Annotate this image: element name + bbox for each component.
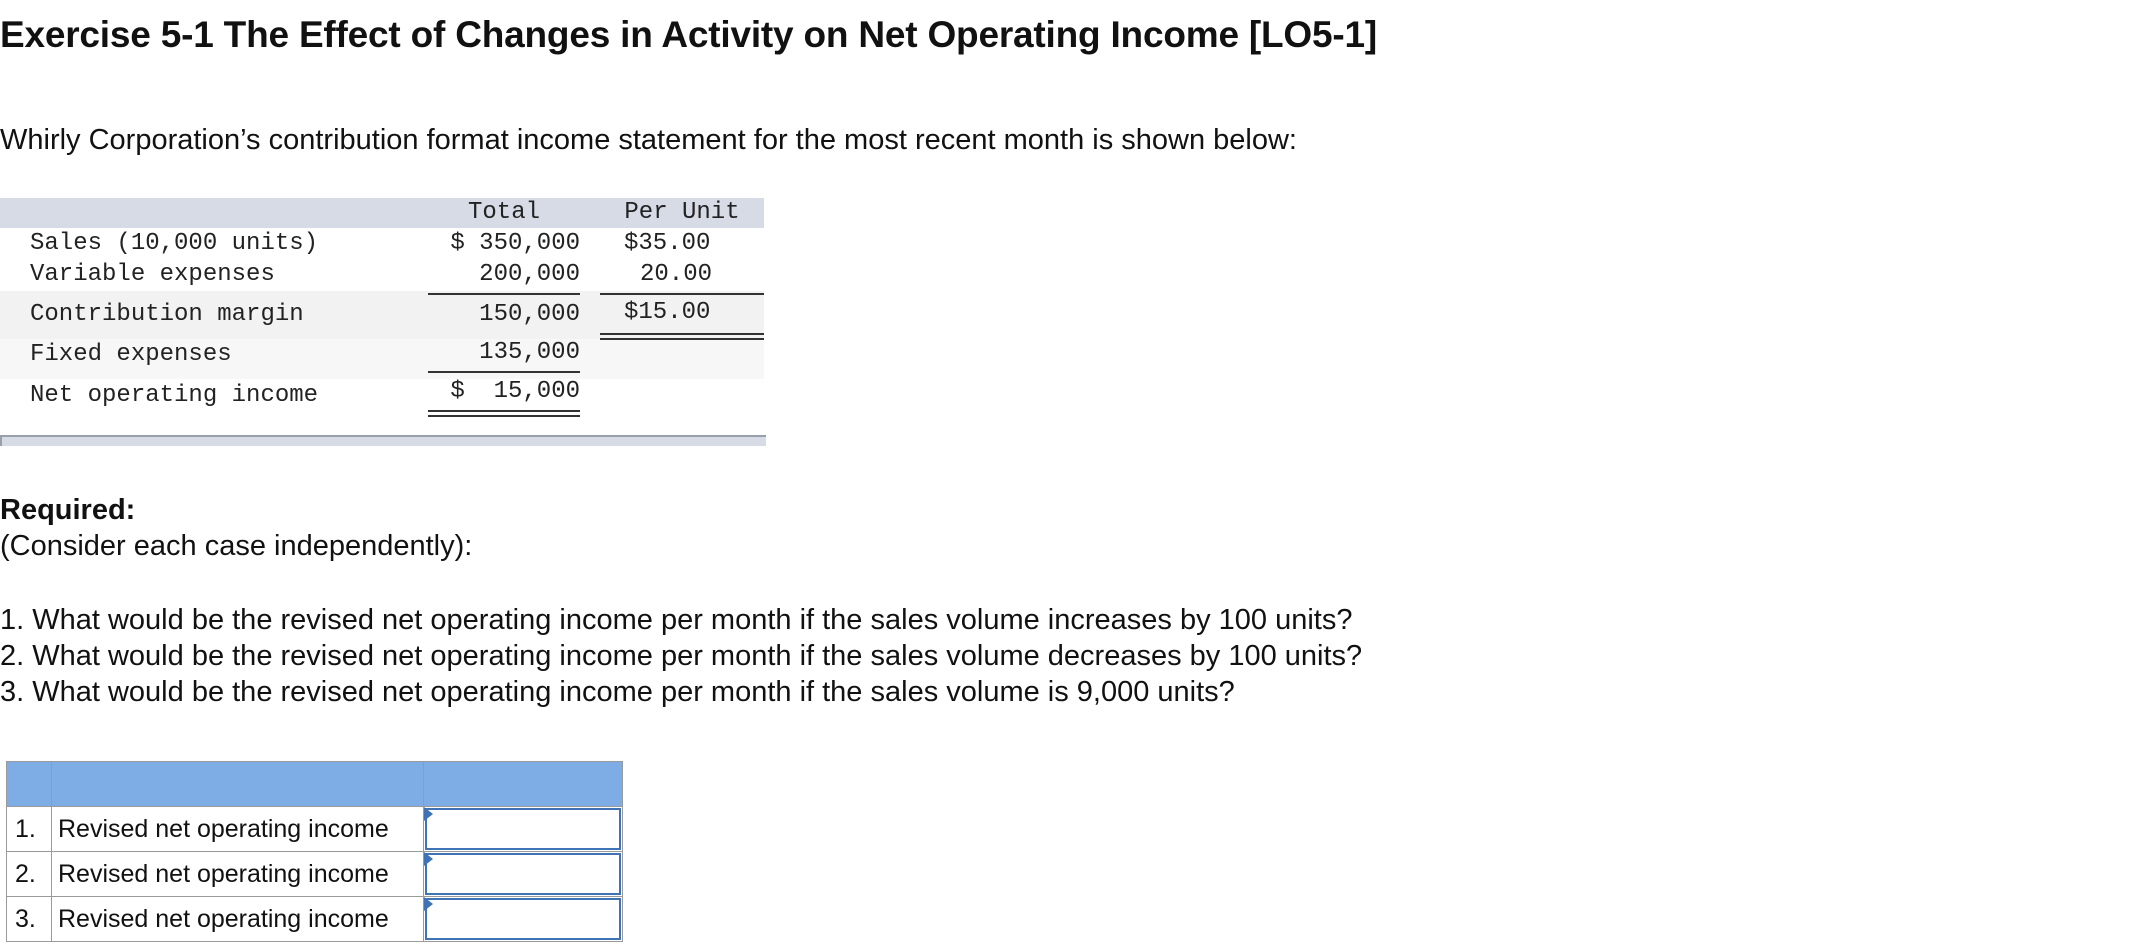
- answer-row-label: Revised net operating income: [51, 851, 424, 897]
- answer-header-cell: [51, 761, 424, 807]
- answer-row: 2. Revised net operating income: [6, 851, 623, 897]
- answer-row-label: Revised net operating income: [51, 806, 424, 852]
- sales-per-unit: $35.00: [624, 230, 711, 257]
- exercise-title: Exercise 5-1 The Effect of Changes in Ac…: [0, 14, 1377, 55]
- answer-table: 1. Revised net operating income 2. Revis…: [6, 761, 623, 942]
- answer-input-cell: [423, 806, 623, 852]
- net-operating-income-label: Net operating income: [30, 382, 319, 409]
- total-underline: [428, 293, 580, 295]
- answer-input-cell: [423, 896, 623, 942]
- contribution-margin-total: 150,000: [479, 301, 580, 328]
- total-double-underline: [428, 410, 580, 417]
- required-heading: Required:: [0, 494, 136, 526]
- intro-text: Whirly Corporation’s contribution format…: [0, 124, 1297, 156]
- contribution-margin-per-unit: $15.00: [624, 299, 711, 326]
- variable-expenses-total: 200,000: [479, 261, 580, 288]
- revised-noi-input-3[interactable]: [425, 898, 621, 940]
- answer-table-header: [6, 761, 623, 807]
- total-column-header: Total: [467, 199, 540, 226]
- contribution-margin-label: Contribution margin: [30, 301, 304, 328]
- answer-header-cell: [6, 761, 52, 807]
- variable-expenses-label: Variable expenses: [30, 261, 275, 288]
- answer-row-label: Revised net operating income: [51, 896, 424, 942]
- input-marker-icon: [424, 807, 433, 821]
- statement-row-band: [0, 379, 764, 435]
- total-underline: [428, 371, 580, 373]
- variable-expenses-per-unit: 20.00: [640, 261, 713, 288]
- answer-row-number: 2.: [6, 851, 52, 897]
- revised-noi-input-2[interactable]: [425, 853, 621, 895]
- input-marker-icon: [424, 852, 433, 866]
- question-2: 2. What would be the revised net operati…: [0, 640, 1363, 672]
- statement-row-band: [0, 291, 764, 339]
- statement-footer-band: [0, 435, 766, 446]
- required-note: (Consider each case independently):: [0, 530, 473, 562]
- per-unit-double-underline: [600, 333, 764, 340]
- per-unit-column-header: Per Unit: [624, 199, 740, 226]
- input-marker-icon: [424, 897, 433, 911]
- answer-input-cell: [423, 851, 623, 897]
- answer-row: 1. Revised net operating income: [6, 806, 623, 852]
- statement-header-band: [0, 198, 764, 228]
- revised-noi-input-1[interactable]: [425, 808, 621, 850]
- net-operating-income-total: $ 15,000: [450, 378, 580, 405]
- statement-row-band: [0, 339, 764, 379]
- question-1: 1. What would be the revised net operati…: [0, 604, 1353, 636]
- question-list: 1. What would be the revised net operati…: [0, 602, 1362, 710]
- income-statement: Total Per Unit Sales (10,000 units) $ 35…: [0, 198, 766, 446]
- fixed-expenses-total: 135,000: [479, 339, 580, 366]
- answer-header-cell: [423, 761, 623, 807]
- answer-row: 3. Revised net operating income: [6, 896, 623, 942]
- fixed-expenses-label: Fixed expenses: [30, 341, 232, 368]
- per-unit-underline: [600, 293, 764, 295]
- answer-row-number: 1.: [6, 806, 52, 852]
- sales-label: Sales (10,000 units): [30, 230, 319, 257]
- answer-row-number: 3.: [6, 896, 52, 942]
- question-3: 3. What would be the revised net operati…: [0, 676, 1235, 708]
- sales-total: $ 350,000: [450, 230, 580, 257]
- statement-row-band: [0, 228, 764, 291]
